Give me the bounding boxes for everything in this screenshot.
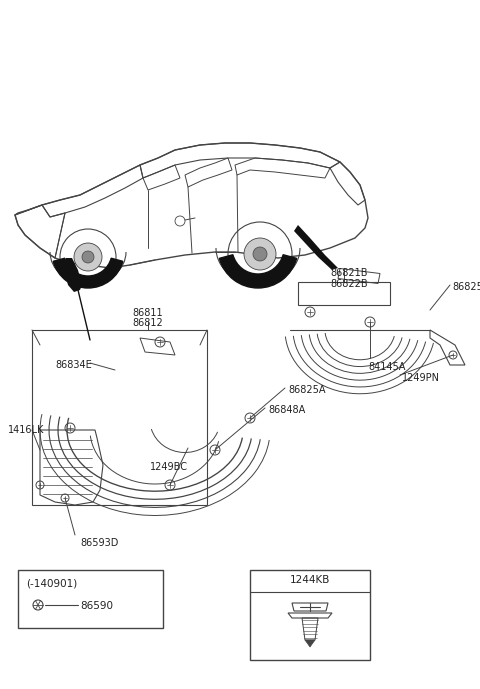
Text: 86812: 86812 [132,318,163,328]
Circle shape [74,243,102,271]
Circle shape [244,238,276,270]
Text: 86822B: 86822B [330,279,368,289]
Circle shape [253,247,267,261]
Polygon shape [64,258,82,292]
Text: 1244KB: 1244KB [290,575,330,585]
Text: 84145A: 84145A [368,362,406,372]
Text: 86825A: 86825A [288,385,325,395]
Text: 86593D: 86593D [80,538,119,548]
Text: 86834E: 86834E [55,360,92,370]
Text: 1249BC: 1249BC [150,462,188,472]
Polygon shape [294,225,338,270]
Text: 86821B: 86821B [330,268,368,278]
Polygon shape [305,640,315,647]
Text: 1416LK: 1416LK [8,425,44,435]
Text: 86811: 86811 [132,308,163,318]
Text: 1249PN: 1249PN [402,373,440,383]
Text: (-140901): (-140901) [26,578,77,588]
Text: 86848A: 86848A [268,405,305,415]
Wedge shape [219,255,297,288]
Circle shape [82,251,94,263]
Wedge shape [53,258,123,288]
Text: 86590: 86590 [80,601,113,611]
Text: 86825C: 86825C [452,282,480,292]
